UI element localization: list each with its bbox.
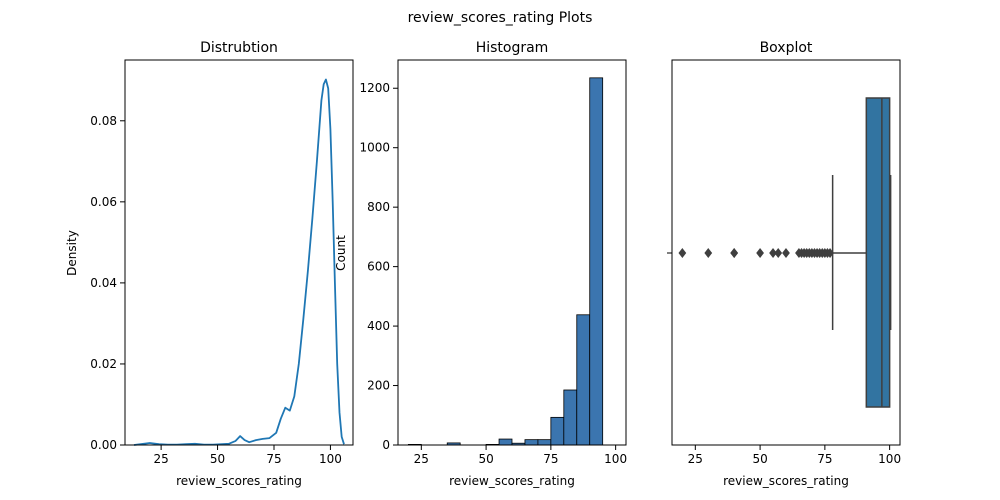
histogram-bar bbox=[589, 77, 604, 446]
kde-ylabel: Density bbox=[65, 230, 79, 276]
histogram-x-tick-label: 25 bbox=[414, 452, 429, 466]
histogram-y-tick-label: 200 bbox=[367, 379, 390, 393]
histogram-bar bbox=[576, 314, 591, 446]
boxplot-outlier bbox=[730, 248, 739, 258]
histogram-y-tick-label: 1200 bbox=[359, 81, 390, 95]
boxplot-panel: Boxplot 25 50 75 100 review_scores_rating bbox=[667, 40, 901, 488]
histogram-y-ticks: 0 200 400 600 800 1000 1200 bbox=[359, 81, 398, 452]
histogram-y-tick-label: 1000 bbox=[359, 141, 390, 155]
histogram-x-tick-label: 100 bbox=[604, 452, 627, 466]
histogram-bar bbox=[524, 439, 539, 446]
boxplot-outlier bbox=[756, 248, 764, 258]
kde-x-tick-label: 50 bbox=[210, 452, 225, 466]
boxplot-outlier bbox=[782, 248, 790, 258]
kde-x-tick-label: 25 bbox=[153, 452, 168, 466]
boxplot-x-tick-label: 75 bbox=[817, 452, 832, 466]
histogram-bar bbox=[498, 438, 513, 446]
kde-x-ticks: 25 50 75 100 bbox=[153, 445, 342, 466]
histogram-xlabel: review_scores_rating bbox=[449, 474, 575, 488]
kde-title: Distrubtion bbox=[200, 40, 278, 56]
kde-y-tick-label: 0.06 bbox=[90, 195, 117, 209]
boxplot-outlier bbox=[826, 248, 834, 258]
kde-y-tick-label: 0.04 bbox=[90, 276, 117, 290]
histogram-bar bbox=[537, 439, 552, 446]
kde-y-tick-label: 0.00 bbox=[90, 438, 117, 452]
histogram-bar bbox=[550, 416, 565, 446]
kde-line bbox=[133, 78, 345, 446]
kde-xlabel: review_scores_rating bbox=[176, 474, 302, 488]
kde-panel: Distrubtion 25 50 75 100 0.000.020.040.060.… bbox=[65, 40, 354, 488]
histogram-y-tick-label: 400 bbox=[367, 319, 390, 333]
boxplot-outlier bbox=[774, 248, 783, 258]
boxplot-xlabel: review_scores_rating bbox=[723, 474, 849, 488]
kde-plot-area bbox=[133, 78, 345, 446]
histogram-title: Histogram bbox=[476, 40, 549, 56]
boxplot-x-tick-label: 25 bbox=[688, 452, 703, 466]
boxplot-title: Boxplot bbox=[760, 40, 813, 56]
histogram-bar bbox=[563, 389, 578, 446]
kde-frame bbox=[124, 59, 354, 446]
kde-x-tick-label: 75 bbox=[266, 452, 281, 466]
figure-suptitle: review_scores_rating Plots bbox=[408, 10, 593, 26]
boxplot-outlier bbox=[704, 248, 713, 258]
histogram-x-tick-label: 75 bbox=[543, 452, 558, 466]
histogram-panel: Histogram 25 50 75 100 0 200 400 600 800 1000 120… bbox=[334, 40, 627, 488]
histogram-x-tick-label: 50 bbox=[478, 452, 493, 466]
boxplot-plot-area bbox=[678, 97, 892, 408]
boxplot-x-tick-label: 100 bbox=[878, 452, 901, 466]
kde-y-tick-label: 0.02 bbox=[90, 357, 117, 371]
kde-y-ticks: 0.00 0.02 0.04 0.06 0.08 bbox=[90, 114, 125, 452]
boxplot-x-tick-label: 50 bbox=[752, 452, 767, 466]
boxplot-x-ticks: 25 50 75 100 bbox=[688, 445, 901, 466]
histogram-y-tick-label: 0 bbox=[382, 438, 390, 452]
boxplot-outlier bbox=[678, 248, 687, 258]
boxplot-outlier bbox=[769, 248, 777, 258]
kde-x-tick-label: 100 bbox=[319, 452, 342, 466]
kde-y-tick-label: 0.08 bbox=[90, 114, 117, 128]
histogram-frame bbox=[397, 59, 627, 446]
histogram-ylabel: Count bbox=[334, 235, 348, 271]
histogram-y-tick-label: 800 bbox=[367, 200, 390, 214]
histogram-x-ticks: 25 50 75 100 bbox=[414, 445, 627, 466]
boxplot-box bbox=[865, 97, 891, 408]
histogram-y-tick-label: 600 bbox=[367, 260, 390, 274]
